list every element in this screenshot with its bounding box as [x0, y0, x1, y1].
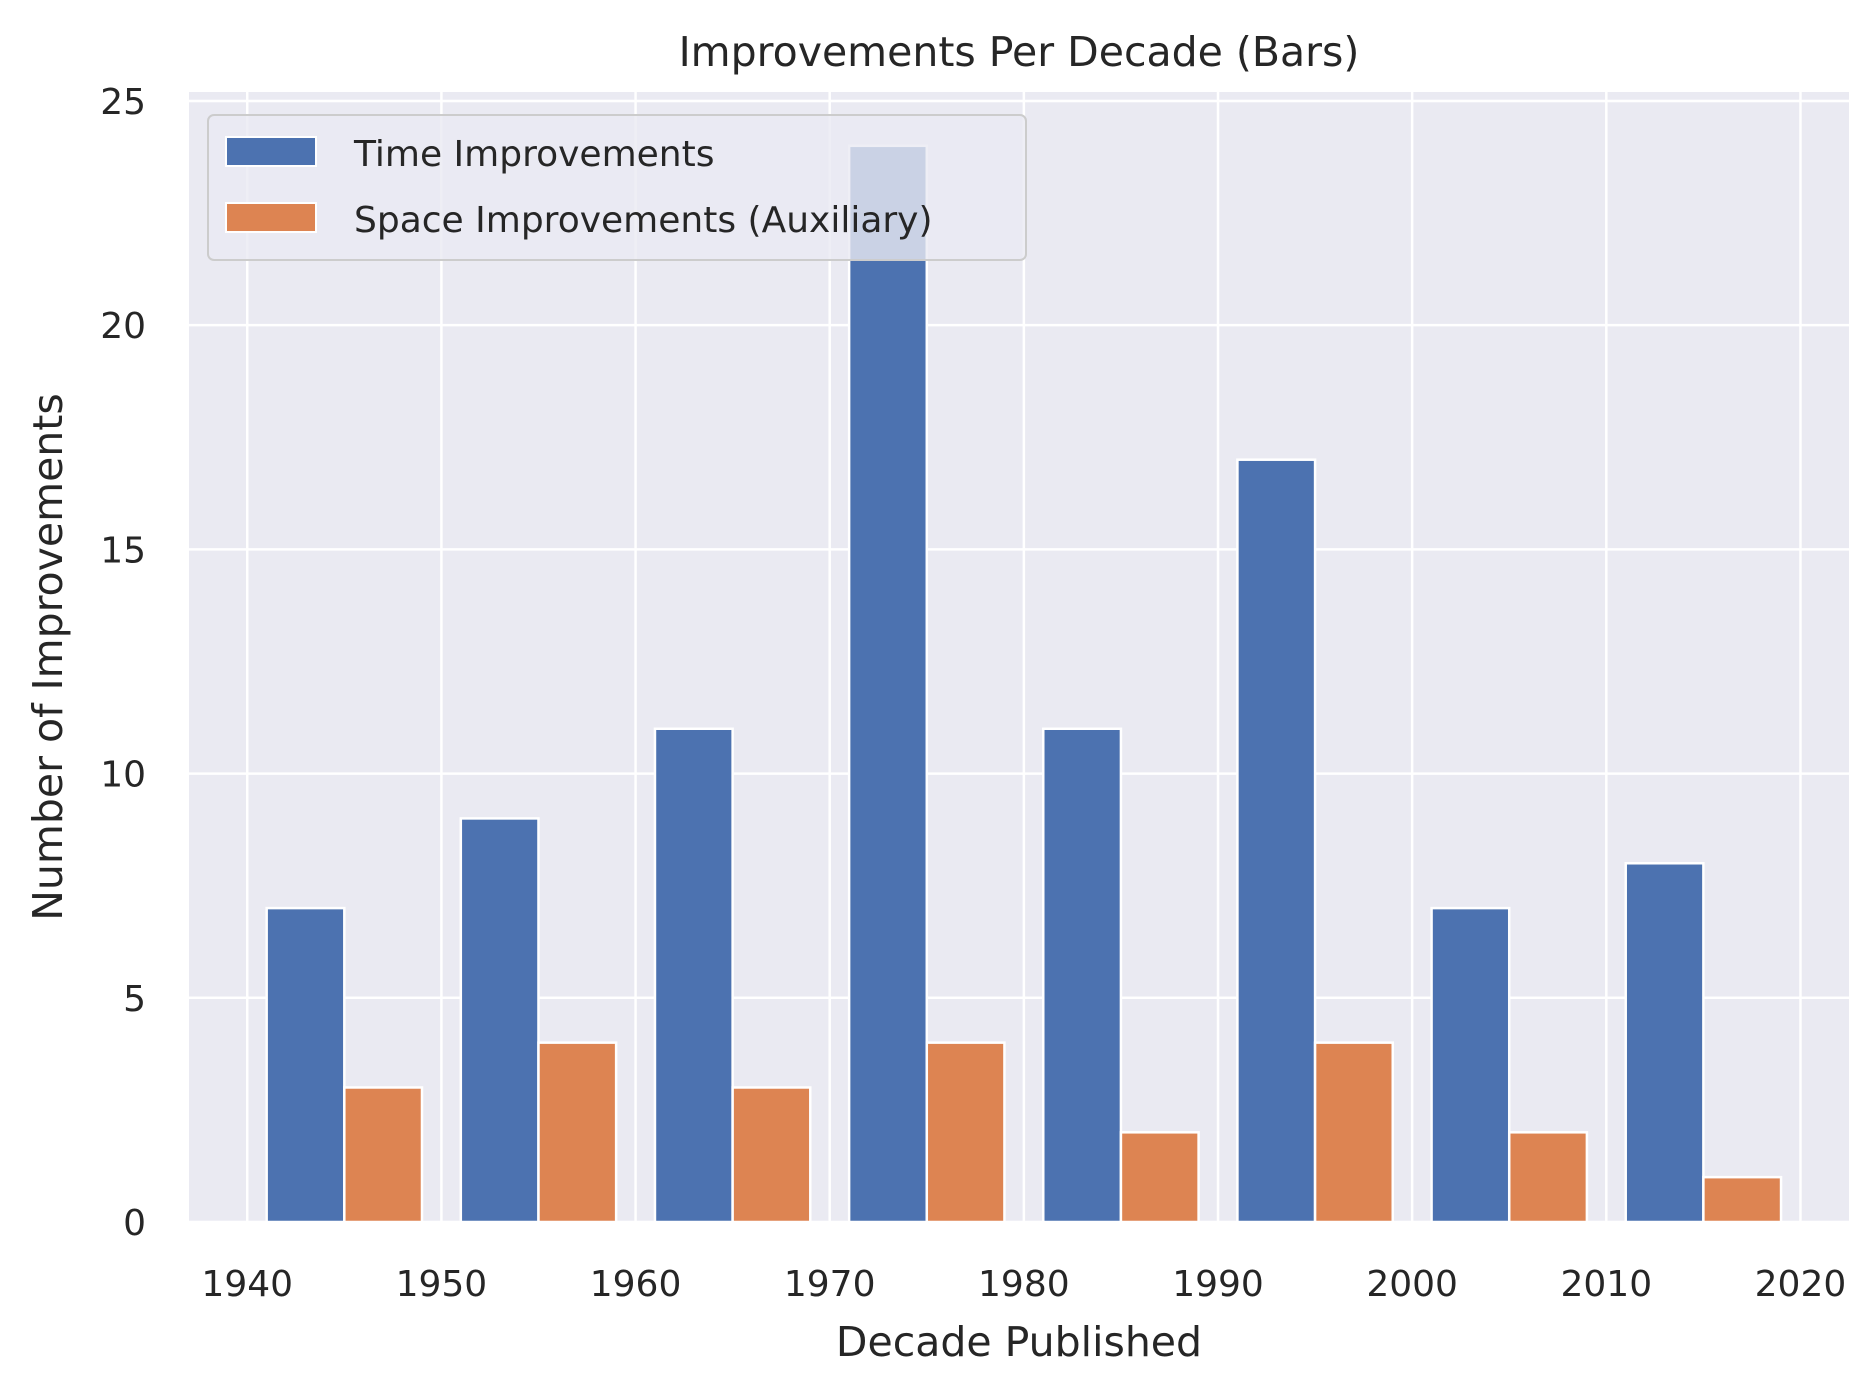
bar-time-1990 — [1236, 458, 1317, 1224]
legend-swatch-space — [225, 202, 317, 233]
bar-space-1950 — [537, 1041, 618, 1224]
x-tick-label: 1970 — [784, 1264, 876, 1305]
x-tick-label: 1990 — [1172, 1264, 1264, 1305]
chart-title: Improvements Per Decade (Bars) — [679, 28, 1360, 76]
bar-space-1990 — [1313, 1041, 1394, 1224]
y-tick-label: 25 — [100, 82, 146, 123]
y-tick-label: 15 — [100, 530, 146, 571]
y-tick-label: 0 — [123, 1203, 146, 1244]
y-tick-labels: 0 5 10 15 20 25 — [100, 82, 146, 1244]
x-tick-label: 1950 — [396, 1264, 488, 1305]
bar-space-1970 — [925, 1041, 1006, 1224]
bar-time-1980 — [1042, 727, 1123, 1224]
y-tick-label: 10 — [100, 755, 146, 796]
bar-time-1970 — [847, 144, 929, 1224]
x-tick-label: 2010 — [1560, 1264, 1652, 1305]
x-tick-label: 2020 — [1755, 1264, 1847, 1305]
y-axis-title: Number of Improvements — [24, 393, 72, 920]
bar-space-1960 — [731, 1086, 812, 1224]
plot-area — [189, 92, 1849, 1222]
bar-space-2010 — [1702, 1175, 1783, 1224]
bar-time-2000 — [1430, 906, 1511, 1224]
bar-time-1940 — [265, 906, 346, 1224]
legend-label-time: Time Improvements — [353, 134, 714, 175]
x-tick-labels: 1940 1950 1960 1970 1980 1990 2000 2010 2020 — [201, 1264, 1846, 1305]
x-tick-label: 2000 — [1366, 1264, 1458, 1305]
x-tick-label: 1960 — [590, 1264, 682, 1305]
legend-label-space: Space Improvements (Auxiliary) — [354, 200, 933, 241]
x-axis-title: Decade Published — [836, 1318, 1202, 1366]
bar-time-1950 — [459, 817, 540, 1224]
bar-time-1960 — [653, 727, 734, 1224]
x-tick-label: 1980 — [978, 1264, 1070, 1305]
bar-time-2010 — [1624, 862, 1705, 1224]
y-tick-label: 20 — [100, 306, 146, 347]
x-tick-label: 1940 — [201, 1264, 293, 1305]
legend-box — [207, 114, 1027, 261]
bars-layer — [265, 144, 1783, 1224]
bar-space-1980 — [1119, 1131, 1200, 1224]
legend: Time Improvements Space Improvements (Au… — [207, 114, 1027, 261]
legend-swatch-time — [225, 136, 317, 167]
y-tick-label: 5 — [123, 979, 146, 1020]
bar-space-2000 — [1507, 1131, 1589, 1224]
bar-space-1940 — [343, 1086, 424, 1224]
